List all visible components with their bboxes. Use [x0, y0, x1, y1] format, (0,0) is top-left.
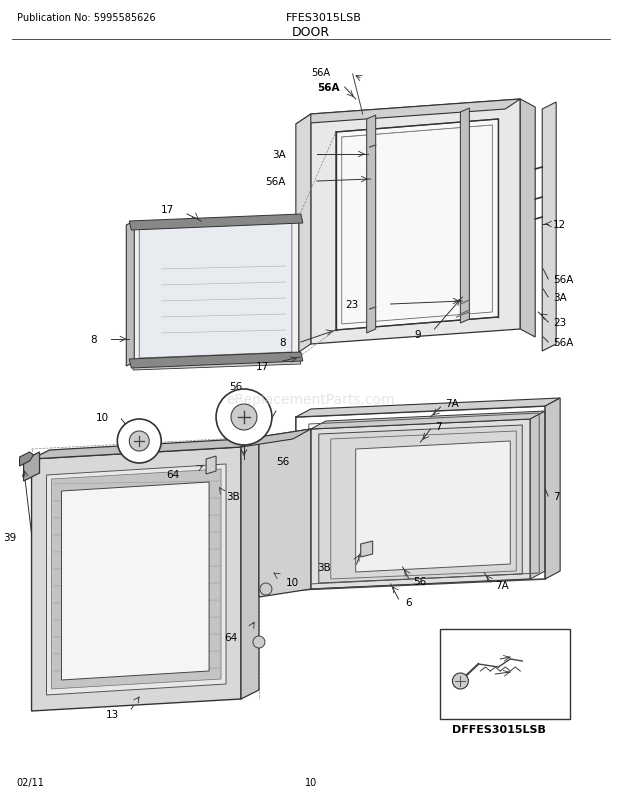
Polygon shape	[130, 215, 303, 231]
Text: 56A: 56A	[317, 83, 339, 93]
Polygon shape	[130, 353, 303, 369]
Polygon shape	[545, 399, 560, 579]
Polygon shape	[241, 439, 259, 699]
Polygon shape	[336, 119, 498, 330]
Text: 7A: 7A	[445, 399, 459, 408]
Text: 10: 10	[96, 412, 109, 423]
Text: 3A: 3A	[553, 293, 567, 302]
Polygon shape	[311, 419, 530, 589]
Text: 13: 13	[106, 709, 119, 719]
Text: 02/11: 02/11	[17, 777, 45, 787]
Polygon shape	[24, 452, 40, 481]
Polygon shape	[140, 224, 292, 358]
Text: 23: 23	[553, 318, 567, 327]
Polygon shape	[32, 439, 259, 460]
Text: 12: 12	[553, 220, 567, 229]
Polygon shape	[241, 429, 311, 448]
Polygon shape	[311, 100, 520, 345]
Circle shape	[216, 390, 272, 445]
Bar	[440, 630, 570, 719]
Polygon shape	[296, 100, 520, 125]
Text: 56: 56	[513, 649, 526, 659]
Text: 3B: 3B	[226, 492, 240, 501]
Text: 42: 42	[513, 665, 526, 675]
Polygon shape	[311, 411, 545, 429]
Text: 56A: 56A	[311, 68, 330, 78]
Text: 56A: 56A	[553, 274, 574, 285]
Text: 64: 64	[224, 632, 237, 642]
Polygon shape	[461, 109, 469, 323]
Polygon shape	[20, 452, 33, 467]
Text: 56: 56	[414, 577, 427, 586]
Text: 39: 39	[3, 533, 17, 542]
Text: 6: 6	[405, 597, 412, 607]
Text: 10: 10	[286, 577, 299, 587]
Circle shape	[117, 419, 161, 464]
Polygon shape	[361, 541, 373, 557]
Polygon shape	[259, 429, 311, 597]
Text: 56: 56	[229, 382, 242, 391]
Text: 17: 17	[161, 205, 174, 215]
Polygon shape	[366, 115, 376, 334]
Text: 3A: 3A	[272, 150, 286, 160]
Circle shape	[231, 404, 257, 431]
Polygon shape	[296, 115, 311, 354]
Text: 56A: 56A	[553, 338, 574, 347]
Polygon shape	[131, 217, 299, 365]
Circle shape	[130, 431, 149, 452]
Polygon shape	[520, 100, 535, 338]
Text: 7A: 7A	[495, 581, 509, 590]
Polygon shape	[126, 221, 135, 367]
Text: 23: 23	[345, 300, 359, 310]
Text: 7: 7	[553, 492, 560, 501]
Text: DOOR: DOOR	[292, 26, 330, 39]
Circle shape	[453, 673, 468, 689]
Polygon shape	[206, 456, 216, 475]
Text: 64: 64	[166, 469, 179, 480]
Circle shape	[253, 636, 265, 648]
Circle shape	[260, 583, 272, 595]
Text: 17: 17	[255, 362, 269, 371]
Text: 8: 8	[90, 334, 96, 345]
Polygon shape	[356, 441, 510, 573]
Text: 56: 56	[276, 456, 289, 467]
Polygon shape	[296, 399, 560, 418]
Text: 3B: 3B	[317, 562, 330, 573]
Text: DFFES3015LSB: DFFES3015LSB	[453, 724, 546, 734]
Polygon shape	[46, 464, 226, 695]
Text: 7: 7	[435, 422, 442, 431]
Polygon shape	[319, 426, 522, 583]
Text: 56A: 56A	[265, 176, 286, 187]
Text: Publication No: 5995585626: Publication No: 5995585626	[17, 13, 155, 23]
Text: FFES3015LSB: FFES3015LSB	[286, 13, 361, 23]
Polygon shape	[530, 411, 545, 579]
Text: 9: 9	[414, 330, 420, 339]
Polygon shape	[51, 469, 221, 689]
Polygon shape	[542, 103, 556, 351]
Polygon shape	[61, 482, 209, 680]
Polygon shape	[131, 355, 301, 371]
Text: 10: 10	[304, 777, 317, 787]
Text: eReplacementParts.com: eReplacementParts.com	[226, 392, 395, 407]
Text: 8: 8	[279, 338, 286, 347]
Polygon shape	[32, 448, 241, 711]
